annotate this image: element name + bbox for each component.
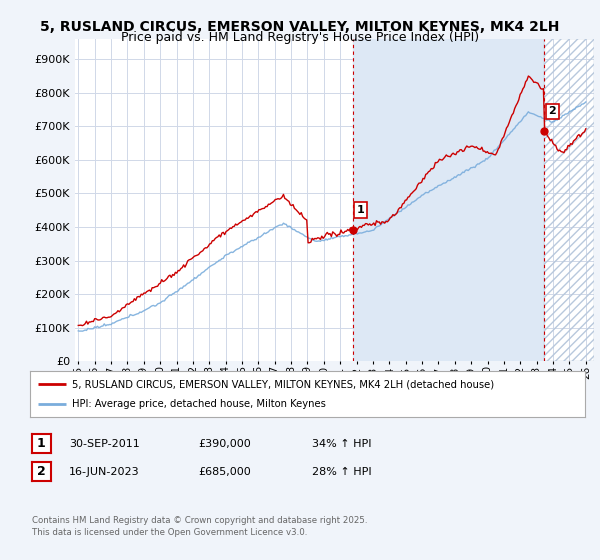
Text: 5, RUSLAND CIRCUS, EMERSON VALLEY, MILTON KEYNES, MK4 2LH (detached house): 5, RUSLAND CIRCUS, EMERSON VALLEY, MILTO…: [71, 379, 494, 389]
Text: 28% ↑ HPI: 28% ↑ HPI: [312, 466, 371, 477]
Text: 30-SEP-2011: 30-SEP-2011: [69, 438, 140, 449]
Text: 2: 2: [548, 106, 556, 116]
Bar: [353, 39, 544, 361]
Text: 5, RUSLAND CIRCUS, EMERSON VALLEY, MILTON KEYNES, MK4 2LH: 5, RUSLAND CIRCUS, EMERSON VALLEY, MILTO…: [40, 20, 560, 34]
Text: 1: 1: [37, 437, 46, 450]
Bar: [544, 39, 594, 361]
Text: £390,000: £390,000: [198, 438, 251, 449]
Text: £685,000: £685,000: [198, 466, 251, 477]
Text: 34% ↑ HPI: 34% ↑ HPI: [312, 438, 371, 449]
Text: 2: 2: [37, 465, 46, 478]
Text: Contains HM Land Registry data © Crown copyright and database right 2025.
This d: Contains HM Land Registry data © Crown c…: [32, 516, 367, 537]
Text: HPI: Average price, detached house, Milton Keynes: HPI: Average price, detached house, Milt…: [71, 399, 325, 409]
Bar: [544, 39, 594, 361]
Text: 1: 1: [357, 206, 365, 215]
Text: 16-JUN-2023: 16-JUN-2023: [69, 466, 140, 477]
Text: Price paid vs. HM Land Registry's House Price Index (HPI): Price paid vs. HM Land Registry's House …: [121, 31, 479, 44]
